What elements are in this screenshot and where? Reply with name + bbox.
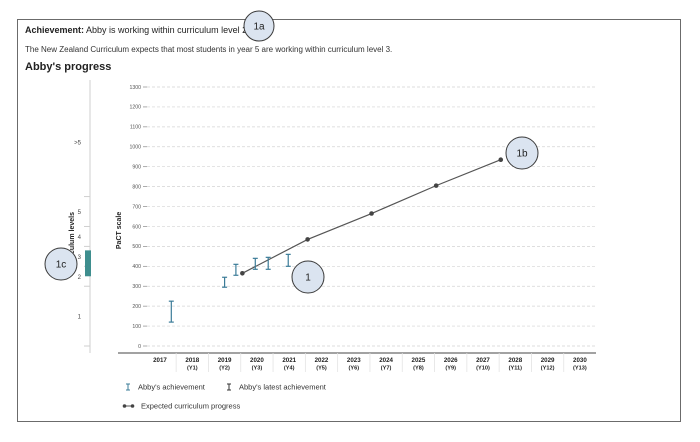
x-tick-year-level: (Y10) [476, 366, 490, 372]
x-tick-year-level: (Y7) [381, 366, 392, 372]
curriculum-level-label: >5 [74, 140, 82, 146]
x-tick-year-level: (Y11) [509, 366, 523, 372]
x-tick-year: 2030 [573, 357, 587, 364]
x-tick-year: 2029 [541, 357, 555, 364]
callout-label: 1c [56, 260, 67, 271]
x-tick-year-level: (Y8) [413, 366, 424, 372]
y-tick-label: 100 [132, 324, 141, 330]
callout-circle [243, 10, 275, 42]
legend-expected-point-icon [130, 404, 135, 408]
expected-progress-point [369, 211, 374, 216]
report-frame [17, 19, 681, 422]
x-tick-year-level: (Y12) [541, 366, 555, 372]
legend-latest-achievement-icon [227, 383, 231, 391]
current-level-bar [85, 250, 91, 277]
x-tick-year: 2024 [379, 357, 393, 364]
x-tick-year-level: (Y3) [252, 366, 263, 372]
callout-label: 1 [305, 273, 311, 284]
expected-progress-line [242, 159, 501, 274]
y-axis-title: PaCT scale [116, 212, 123, 249]
curriculum-level-label: 1 [78, 315, 82, 321]
x-tick-year: 2022 [315, 357, 329, 364]
expected-progress-point [305, 237, 310, 242]
x-tick-year: 2023 [347, 357, 361, 364]
y-tick-label: 600 [132, 224, 141, 230]
x-tick-year-level: (Y6) [349, 366, 360, 372]
callout-label: 1b [516, 149, 528, 160]
y-tick-label: 900 [132, 164, 141, 170]
legend-expected-point-icon [122, 404, 127, 408]
latest-achievement-range [285, 253, 291, 267]
y-tick-label: 200 [132, 304, 141, 310]
y-tick-label: 400 [132, 264, 141, 270]
achievement-range [168, 300, 174, 323]
y-tick-label: 500 [132, 244, 141, 250]
callout-bubble: 1c [44, 247, 78, 281]
callout-bubble: 1a [243, 10, 275, 42]
curriculum-level-label: 2 [78, 275, 82, 281]
y-tick-label: 0 [138, 344, 141, 350]
achievement-range [265, 256, 271, 270]
curriculum-level-label: 3 [78, 255, 82, 261]
callout-bubble: 1b [505, 136, 539, 170]
achievement-label: Achievement: [25, 25, 85, 35]
callout-circle [291, 260, 325, 294]
achievement-range [233, 263, 239, 276]
x-tick-year: 2027 [476, 357, 490, 364]
achievement-range [252, 257, 258, 270]
legend-achievement-label: Abby's achievement [138, 383, 206, 392]
x-tick-year-level: (Y1) [187, 366, 198, 372]
y-tick-label: 1000 [129, 145, 141, 151]
curriculum-levels-axis-title: Curriculum levels [69, 212, 76, 271]
x-tick-year: 2021 [282, 357, 296, 364]
x-tick-year-level: (Y2) [219, 366, 230, 372]
x-tick-year: 2018 [185, 357, 199, 364]
x-tick-year: 2028 [508, 357, 522, 364]
x-tick-year-level: (Y9) [445, 366, 456, 372]
legend-latest-achievement-label: Abby's latest achievement [239, 383, 327, 392]
expected-progress-point [240, 270, 245, 276]
achievement-range [222, 276, 228, 288]
legend-achievement-icon [126, 383, 130, 391]
expected-progress-point [498, 157, 504, 163]
callout-circle [44, 247, 78, 281]
callout-circle [505, 136, 539, 170]
y-tick-label: 700 [132, 204, 141, 210]
achievement-summary: Achievement: Abby is working within curr… [25, 25, 250, 35]
x-tick-year-level: (Y4) [284, 366, 295, 372]
x-tick-year: 2025 [412, 357, 426, 364]
x-tick-year: 2020 [250, 357, 264, 364]
legend-expected-label: Expected curriculum progress [141, 402, 240, 411]
curriculum-level-label: 4 [78, 235, 82, 241]
progress-heading: Abby's progress [25, 61, 112, 73]
x-tick-year: 2026 [444, 357, 458, 364]
y-tick-label: 1100 [130, 125, 141, 131]
y-tick-label: 800 [132, 184, 141, 190]
achievement-text: Abby is working within curriculum level … [86, 25, 250, 35]
curriculum-level-label: 5 [78, 210, 82, 216]
x-tick-year: 2017 [153, 357, 167, 364]
curriculum-expectation: The New Zealand Curriculum expects that … [25, 45, 393, 54]
callout-bubble: 1 [291, 260, 325, 294]
y-tick-label: 300 [132, 284, 141, 290]
x-tick-year-level: (Y13) [573, 366, 587, 372]
y-tick-label: 1200 [129, 105, 141, 111]
callout-label: 1a [253, 22, 265, 33]
x-tick-year-level: (Y5) [316, 366, 327, 372]
expected-progress-point [433, 183, 439, 188]
y-tick-label: 1300 [129, 85, 141, 91]
x-tick-year: 2019 [218, 357, 232, 364]
